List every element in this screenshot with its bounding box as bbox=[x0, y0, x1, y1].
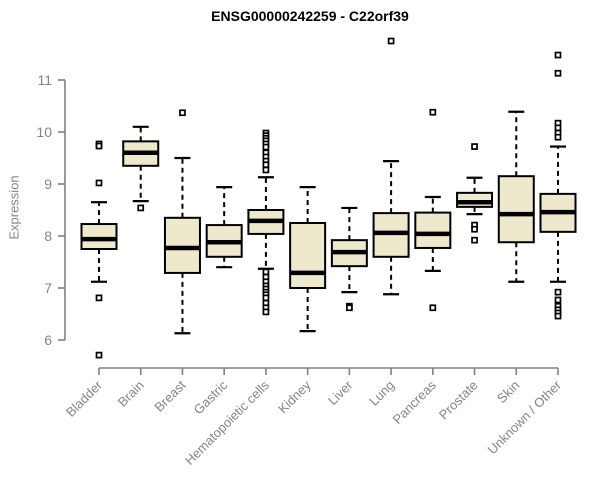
outlier-point-unknown-other bbox=[554, 296, 562, 304]
y-tick-label: 6 bbox=[44, 332, 52, 348]
outlier-point-pancreas bbox=[429, 304, 437, 312]
x-tick-label-liver: Liver bbox=[325, 377, 356, 408]
x-tick-label-pancreas: Pancreas bbox=[389, 377, 439, 427]
outlier-point-unknown-other bbox=[554, 51, 562, 59]
x-tick-label-unknown-other: Unknown / Other bbox=[485, 377, 565, 457]
outlier-point-bladder bbox=[95, 142, 103, 150]
outlier-point-bladder bbox=[95, 179, 103, 187]
y-tick-label: 10 bbox=[36, 124, 52, 140]
y-tick-label: 8 bbox=[44, 228, 52, 244]
outlier-point-prostate bbox=[471, 225, 478, 233]
outlier-point-liver bbox=[346, 304, 353, 312]
y-tick-label: 7 bbox=[44, 280, 52, 296]
outlier-point-pancreas bbox=[429, 108, 437, 116]
outlier-point-unknown-other bbox=[554, 288, 562, 296]
outlier-point-brain bbox=[137, 204, 145, 212]
x-tick-label-lung: Lung bbox=[366, 378, 397, 409]
x-tick-label-kidney: Kidney bbox=[275, 377, 314, 416]
outlier-point-unknown-other bbox=[554, 69, 562, 77]
box-kidney bbox=[289, 222, 327, 289]
outlier-point-unknown-other bbox=[554, 312, 562, 320]
x-tick-label-bladder: Bladder bbox=[63, 377, 106, 420]
outlier-point-bladder bbox=[95, 294, 103, 302]
outlier-point-unknown-other bbox=[554, 133, 562, 141]
outlier-point-bladder bbox=[95, 351, 103, 359]
box-skin bbox=[497, 175, 535, 244]
box-breast bbox=[163, 216, 201, 274]
chart-title: ENSG00000242259 - C22orf39 bbox=[211, 8, 409, 24]
outlier-point-unknown-other bbox=[554, 124, 562, 132]
x-tick-label-prostate: Prostate bbox=[436, 378, 481, 423]
x-tick-label-skin: Skin bbox=[494, 378, 522, 406]
x-tick-label-brain: Brain bbox=[115, 378, 147, 410]
box-bladder bbox=[80, 223, 118, 250]
x-tick-label-gastric: Gastric bbox=[191, 377, 231, 417]
outlier-point-prostate bbox=[471, 236, 478, 244]
outlier-point-hematopoietic-cells bbox=[262, 294, 270, 302]
outlier-point-hematopoietic-cells bbox=[262, 308, 270, 316]
outlier-point-hematopoietic-cells bbox=[262, 268, 270, 276]
y-tick-label: 11 bbox=[37, 72, 52, 88]
box-prostate bbox=[456, 191, 494, 208]
x-tick-label-breast: Breast bbox=[151, 377, 188, 414]
outlier-point-hematopoietic-cells bbox=[262, 161, 270, 169]
y-tick-label: 9 bbox=[44, 176, 52, 192]
outlier-point-breast bbox=[179, 109, 186, 117]
outlier-point-prostate bbox=[471, 143, 478, 150]
outlier-point-hematopoietic-cells bbox=[262, 143, 270, 151]
outlier-point-lung bbox=[387, 37, 395, 45]
box-pancreas bbox=[414, 211, 452, 249]
outlier-point-hematopoietic-cells bbox=[262, 166, 270, 174]
